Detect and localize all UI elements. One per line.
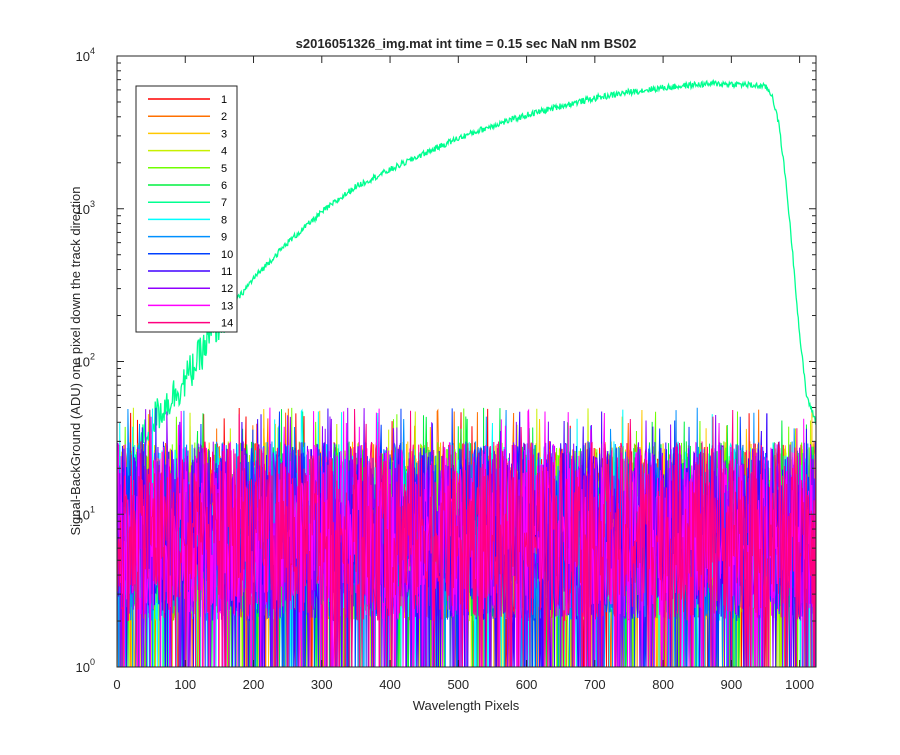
- chart-title: s2016051326_img.mat int time = 0.15 sec …: [296, 36, 637, 51]
- legend-label: 13: [221, 300, 233, 312]
- y-tick-label: 101: [76, 504, 95, 522]
- y-tick-base: 10: [76, 355, 90, 370]
- legend-label: 3: [221, 128, 227, 140]
- legend-box: [135, 85, 238, 333]
- y-tick-exponent: 0: [90, 657, 95, 667]
- legend-label: 4: [221, 146, 227, 158]
- x-tick-label: 100: [174, 677, 196, 692]
- series-line-14: [117, 408, 816, 667]
- x-tick-label: 300: [311, 677, 333, 692]
- y-tick-exponent: 4: [90, 46, 95, 56]
- legend-label: 7: [221, 197, 227, 209]
- y-tick-label: 103: [76, 199, 95, 217]
- x-axis-label: Wavelength Pixels: [413, 698, 520, 713]
- x-tick-label: 200: [243, 677, 265, 692]
- x-tick-label: 400: [379, 677, 401, 692]
- y-tick-exponent: 2: [90, 352, 95, 362]
- y-tick-label: 104: [76, 46, 95, 64]
- legend-label: 5: [221, 163, 227, 175]
- legend-label: 9: [221, 232, 227, 244]
- legend-label: 11: [221, 266, 232, 278]
- legend-label: 8: [221, 214, 227, 226]
- x-tick-label: 900: [721, 677, 743, 692]
- y-tick-base: 10: [76, 507, 90, 522]
- x-axis-ticks: 0 100 200 300 400 500 600 700 800 900 1000: [113, 56, 814, 692]
- x-tick-label: 0: [113, 677, 120, 692]
- y-tick-label: 100: [76, 657, 95, 675]
- series-layer: [117, 78, 816, 667]
- y-tick-base: 10: [76, 49, 90, 64]
- x-tick-label: 500: [447, 677, 469, 692]
- x-tick-label: 1000: [785, 677, 814, 692]
- y-tick-exponent: 1: [90, 504, 95, 514]
- legend-label: 14: [221, 318, 233, 330]
- x-tick-label: 800: [652, 677, 674, 692]
- y-axis-label: Signal-BackGround (ADU) one pixel down t…: [68, 186, 83, 535]
- legend-label: 1: [221, 94, 227, 106]
- plot-area: [117, 78, 816, 667]
- y-tick-base: 10: [76, 660, 90, 675]
- legend-label: 2: [221, 111, 227, 123]
- y-tick-label: 102: [76, 352, 95, 370]
- legend-label: 6: [221, 180, 227, 192]
- x-tick-label: 700: [584, 677, 606, 692]
- y-tick-base: 10: [76, 202, 90, 217]
- legend-label: 12: [221, 283, 233, 295]
- y-tick-exponent: 3: [90, 199, 95, 209]
- legend-label: 10: [221, 249, 233, 261]
- x-tick-label: 600: [516, 677, 538, 692]
